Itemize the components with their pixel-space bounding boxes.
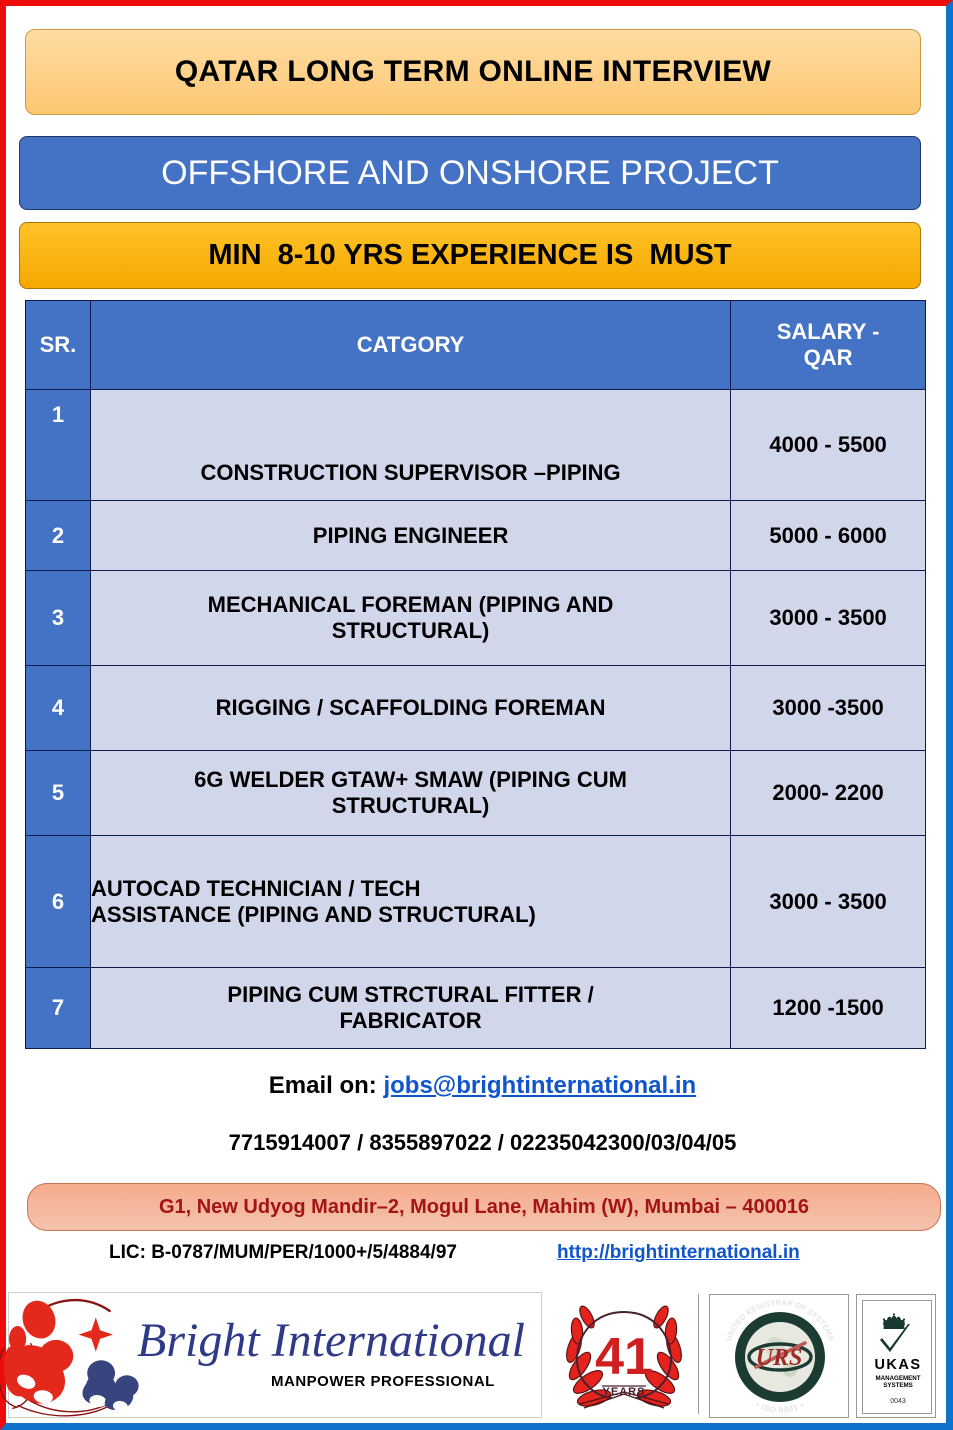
svg-text:YEARS: YEARS — [603, 1386, 646, 1398]
svg-text:URS: URS — [756, 1345, 803, 1371]
svg-text:UKAS: UKAS — [874, 1357, 921, 1373]
svg-text:SYSTEMS: SYSTEMS — [883, 1382, 913, 1389]
svg-text:41: 41 — [595, 1328, 653, 1386]
svg-text:• ISO 9001 •: • ISO 9001 • — [754, 1400, 806, 1415]
svg-text:MANAGEMENT: MANAGEMENT — [875, 1375, 920, 1382]
svg-text:0043: 0043 — [890, 1398, 906, 1405]
